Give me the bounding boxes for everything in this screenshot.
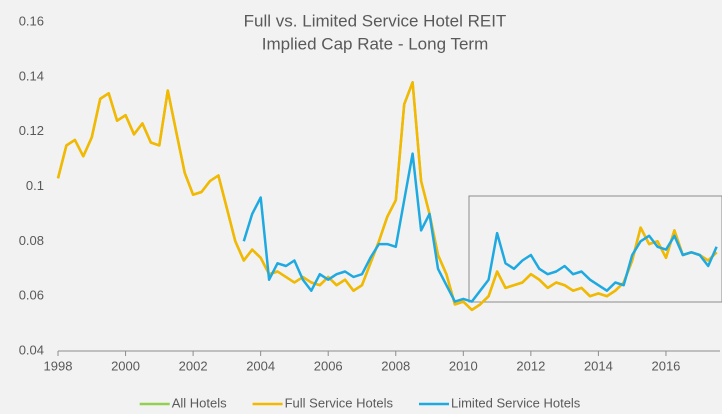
series-line (242, 152, 718, 303)
x-tick-label: 2016 (651, 358, 680, 373)
x-tick-label: 2006 (314, 358, 343, 373)
x-tick-label: 1998 (44, 358, 73, 373)
y-tick-label: 0.16 (19, 13, 44, 28)
y-tick-label: 0.1 (26, 178, 44, 193)
x-tick-label: 2010 (449, 358, 478, 373)
series-line (56, 81, 718, 312)
x-tick-label: 2008 (381, 358, 410, 373)
y-tick-label: 0.04 (19, 342, 44, 357)
legend-label: All Hotels (172, 395, 227, 410)
legend-label: Limited Service Hotels (451, 395, 581, 410)
x-tick-label: 2014 (584, 358, 613, 373)
y-tick-label: 0.08 (19, 233, 44, 248)
chart-title: Full vs. Limited Service Hotel REIT (244, 11, 507, 30)
y-tick-label: 0.14 (19, 68, 44, 83)
highlight-box (468, 195, 722, 303)
y-tick-label: 0.12 (19, 123, 44, 138)
legend-label: Full Service Hotels (285, 395, 394, 410)
x-tick-label: 2000 (111, 358, 140, 373)
x-tick-label: 2004 (246, 358, 275, 373)
x-tick-label: 2002 (179, 358, 208, 373)
chart-subtitle: Implied Cap Rate - Long Term (262, 34, 488, 53)
x-tick-label: 2012 (516, 358, 545, 373)
y-tick-label: 0.06 (19, 288, 44, 303)
